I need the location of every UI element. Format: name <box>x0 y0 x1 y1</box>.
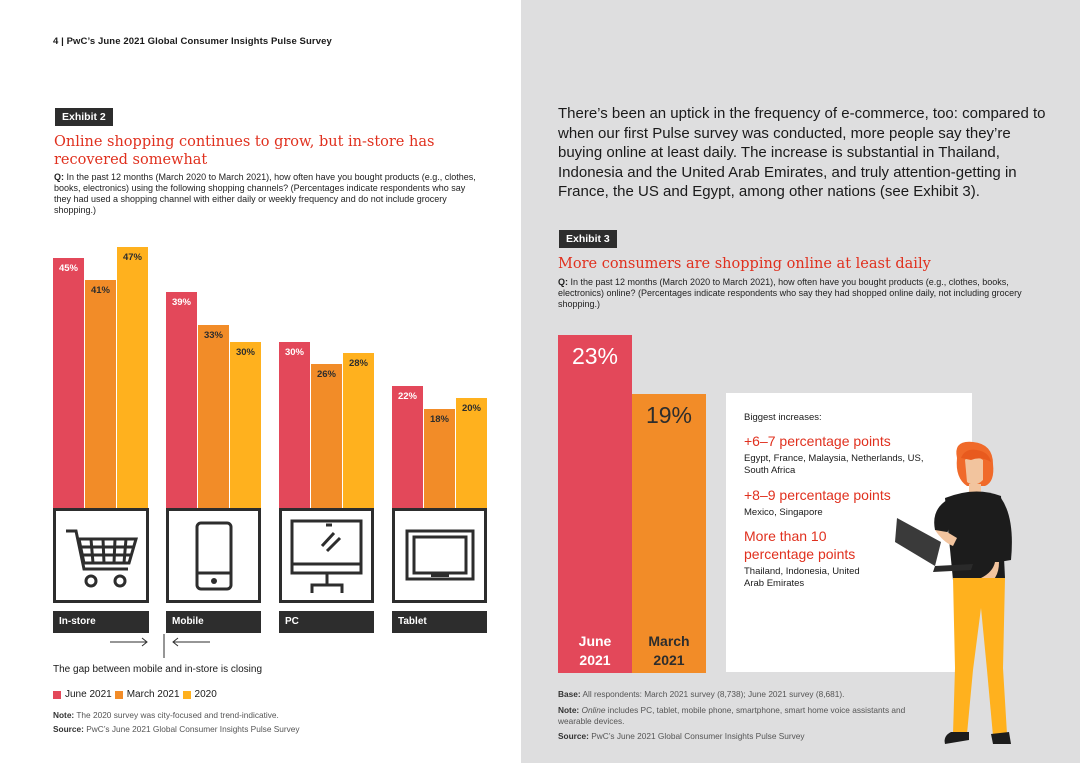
bar-in-store-2020 <box>117 247 148 509</box>
daily-online-category-line: June <box>578 633 612 649</box>
bar-label-pc-june-2021: 30% <box>284 346 304 358</box>
bar-pc-june-2021 <box>279 341 310 509</box>
daily-online-category-line: 2021 <box>579 652 611 668</box>
bar-mobile-june-2021 <box>166 291 197 509</box>
bar-pc-march-2021 <box>311 364 342 509</box>
daily-online-category-june-2021: June 2021 <box>558 632 632 670</box>
increase-countries-10-plus: Thailand, Indonesia, United Arab Emirate… <box>744 566 860 589</box>
bar-in-store-june-2021 <box>53 258 84 509</box>
exhibit-2-title: Online shopping continues to grow, but i… <box>54 134 435 168</box>
exhibit-2-source: Source: PwC’s June 2021 Global Consumer … <box>53 724 300 734</box>
chart-legend: June 2021 March 2021 2020 <box>53 689 220 700</box>
category-label-in-store: In-store <box>53 611 149 633</box>
increase-head-10-plus: More than 10 percentage points <box>744 528 856 562</box>
mobile-phone-icon <box>195 521 233 591</box>
gap-arrows <box>110 634 210 658</box>
exhibit-3-question: Q: In the past 12 months (March 2020 to … <box>558 277 1022 309</box>
intro-paragraph: There’s been an uptick in the frequency … <box>558 105 1046 200</box>
daily-online-category-march-2021: March 2021 <box>632 632 706 670</box>
in-store-icon-box <box>53 508 149 603</box>
biggest-increases-panel: Biggest increases: +6–7 percentage point… <box>726 393 972 672</box>
tablet-icon-box <box>392 508 487 603</box>
pc-icon-box <box>279 508 374 603</box>
bar-label-mobile-2020: 30% <box>235 346 255 358</box>
bar-label-pc-march-2021: 26% <box>316 369 336 381</box>
exhibit-3-source: Source: PwC’s June 2021 Global Consumer … <box>558 731 805 741</box>
bar-label-tablet-march-2021: 18% <box>429 413 449 425</box>
person-with-laptop-illustration <box>895 441 1012 744</box>
bar-label-in-store-june-2021: 45% <box>58 263 78 275</box>
increase-countries-6-7: Egypt, France, Malaysia, Netherlands, US… <box>744 453 924 476</box>
category-label-tablet: Tablet <box>392 611 487 633</box>
panel-title: Biggest increases: <box>744 412 822 423</box>
daily-online-bar-june-2021 <box>558 335 632 673</box>
exhibit-3-tag: Exhibit 3 <box>559 230 617 248</box>
desktop-monitor-icon <box>290 519 363 593</box>
mobile-icon-box <box>166 508 261 603</box>
increase-countries-8-9: Mexico, Singapore <box>744 507 823 518</box>
gap-caption: The gap between mobile and in-store is c… <box>53 664 263 675</box>
daily-online-category-line: 2021 <box>653 652 685 668</box>
bar-pc-2020 <box>343 352 374 509</box>
exhibit-2-tag: Exhibit 2 <box>55 108 113 126</box>
bar-tablet-march-2021 <box>424 408 455 509</box>
daily-online-value-june-2021: 23% <box>571 343 619 369</box>
daily-online-category-line: March <box>648 633 690 649</box>
legend-item-june-2021: June 2021 <box>53 689 112 700</box>
bar-mobile-2020 <box>230 341 261 509</box>
category-label-pc: PC <box>279 611 374 633</box>
bar-tablet-2020 <box>456 397 487 509</box>
exhibit-2-note: Note: The 2020 survey was city-focused a… <box>53 710 279 720</box>
bar-label-tablet-june-2021: 22% <box>397 391 417 403</box>
increase-head-6-7: +6–7 percentage points <box>744 433 891 449</box>
shopping-cart-icon <box>66 529 138 588</box>
tablet-icon <box>405 529 475 581</box>
page-header: 4 | PwC’s June 2021 Global Consumer Insi… <box>53 36 332 47</box>
bar-label-mobile-june-2021: 39% <box>171 296 191 308</box>
bar-label-in-store-march-2021: 41% <box>90 285 110 297</box>
exhibit-2-question: Q: In the past 12 months (March 2020 to … <box>54 172 476 215</box>
bar-label-mobile-march-2021: 33% <box>203 330 223 342</box>
increase-head-8-9: +8–9 percentage points <box>744 487 891 503</box>
bar-mobile-march-2021 <box>198 325 229 509</box>
bar-label-pc-2020: 28% <box>348 357 368 369</box>
exhibit-3-title: More consumers are shopping online at le… <box>558 256 931 272</box>
exhibit-3-note: Note: Online includes PC, tablet, mobile… <box>558 705 906 726</box>
daily-online-value-march-2021: 19% <box>645 401 693 428</box>
exhibit-3-base: Base: All respondents: March 2021 survey… <box>558 689 845 699</box>
bar-label-tablet-2020: 20% <box>461 402 481 414</box>
bar-tablet-june-2021 <box>392 386 423 509</box>
bar-in-store-march-2021 <box>85 280 116 509</box>
daily-online-bar-march-2021 <box>632 393 706 673</box>
legend-item-march-2021: March 2021 <box>114 689 180 700</box>
bar-label-in-store-2020: 47% <box>122 252 142 263</box>
legend-item-2020: 2020 <box>182 689 217 700</box>
category-label-mobile: Mobile <box>166 611 261 633</box>
